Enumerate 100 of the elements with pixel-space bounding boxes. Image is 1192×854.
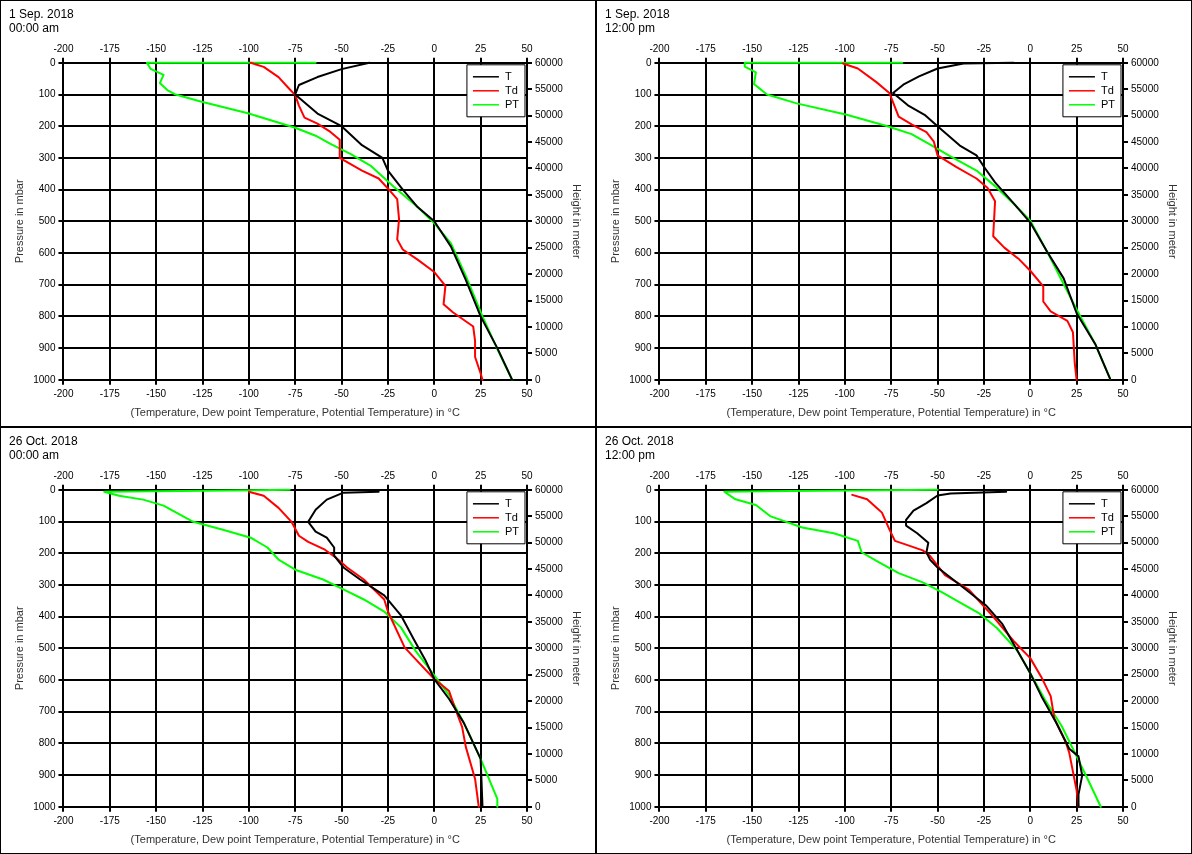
y2-tick-label: 45000: [534, 135, 564, 147]
x-tick-label: 0: [1027, 387, 1034, 399]
y-tick-label: 500: [38, 215, 56, 227]
x2-tick-label: 0: [1027, 469, 1034, 481]
y2-tick-label: 40000: [1130, 162, 1160, 174]
y2-tick-label: 5000: [534, 347, 558, 359]
x-tick-label: -75: [287, 814, 303, 826]
y2-tick-label: 25000: [1130, 668, 1160, 680]
chart-title: 26 Oct. 2018: [9, 433, 79, 448]
y2-tick-label: 20000: [534, 267, 564, 279]
y-tick-label: 300: [634, 578, 652, 590]
y2-tick-label: 50000: [534, 536, 564, 548]
x2-tick-label: -125: [788, 42, 809, 54]
x-tick-label: -50: [334, 387, 350, 399]
x2-tick-label: 50: [1117, 469, 1129, 481]
y2-tick-label: 55000: [1130, 509, 1160, 521]
y-tick-label: 900: [38, 768, 56, 780]
y-tick-label: 0: [49, 483, 56, 495]
y2-tick-label: 0: [534, 800, 541, 812]
y-tick-label: 100: [634, 515, 652, 527]
y-tick-label: 500: [634, 215, 652, 227]
y2-tick-label: 30000: [534, 215, 564, 227]
y-tick-label: 900: [634, 341, 652, 353]
y2-tick-label: 30000: [534, 642, 564, 654]
y2-tick-label: 55000: [1130, 82, 1160, 94]
legend-label: Td: [1100, 83, 1114, 96]
y2-tick-label: 40000: [534, 589, 564, 601]
y-tick-label: 100: [38, 515, 56, 527]
x-tick-label: 25: [475, 814, 487, 826]
legend-label: T: [504, 69, 512, 82]
x2-tick-label: -100: [238, 42, 260, 54]
y2-tick-label: 10000: [1130, 320, 1160, 332]
y-tick-label: 1000: [33, 800, 56, 812]
x-tick-label: -75: [287, 387, 303, 399]
x2-tick-label: -75: [883, 42, 899, 54]
y-tick-label: 0: [645, 483, 652, 495]
y2-tick-label: 60000: [534, 483, 564, 495]
x-axis-title: (Temperature, Dew point Temperature, Potential Temperature) in °C: [726, 833, 1056, 846]
y2-tick-label: 55000: [534, 509, 564, 521]
x2-tick-label: -125: [192, 469, 213, 481]
y2-tick-label: 10000: [1130, 747, 1160, 759]
x-tick-label: -175: [695, 814, 717, 826]
x2-tick-label: -175: [99, 42, 121, 54]
x2-tick-label: -100: [834, 42, 856, 54]
x2-tick-label: -25: [380, 469, 396, 481]
x2-tick-label: 0: [431, 42, 438, 54]
x2-tick-label: -150: [146, 469, 167, 481]
x-tick-label: 0: [431, 814, 438, 826]
x2-tick-label: -175: [695, 469, 717, 481]
y-tick-label: 300: [38, 151, 56, 163]
y-tick-label: 900: [38, 341, 56, 353]
y-axis-title: Pressure in mbar: [608, 606, 621, 691]
y-tick-label: 200: [634, 546, 652, 558]
y2-tick-label: 0: [534, 373, 541, 385]
x2-tick-label: 25: [1071, 42, 1083, 54]
x2-tick-label: -100: [238, 469, 260, 481]
y-tick-label: 700: [634, 705, 652, 717]
x2-tick-label: 50: [521, 469, 533, 481]
y-tick-label: 600: [38, 246, 56, 258]
x2-tick-label: -75: [287, 42, 303, 54]
y2-tick-label: 45000: [534, 562, 564, 574]
y-tick-label: 200: [38, 119, 56, 131]
x2-tick-label: -150: [146, 42, 167, 54]
y2-tick-label: 45000: [1130, 135, 1160, 147]
y2-tick-label: 35000: [1130, 615, 1160, 627]
y-tick-label: 200: [634, 119, 652, 131]
y2-tick-label: 25000: [534, 668, 564, 680]
x2-tick-label: -50: [930, 469, 946, 481]
x2-tick-label: -200: [649, 42, 670, 54]
y-tick-label: 400: [634, 610, 652, 622]
y-axis-title: Pressure in mbar: [12, 606, 25, 691]
x2-tick-label: -25: [380, 42, 396, 54]
x2-tick-label: -125: [788, 469, 809, 481]
y-tick-label: 400: [38, 610, 56, 622]
y-tick-label: 600: [38, 673, 56, 685]
legend-label: Td: [504, 83, 518, 96]
y-tick-label: 400: [634, 183, 652, 195]
x-tick-label: -100: [834, 814, 856, 826]
y2-tick-label: 35000: [1130, 188, 1160, 200]
x2-tick-label: -50: [334, 469, 350, 481]
x2-tick-label: -75: [287, 469, 303, 481]
legend-label: PT: [1100, 524, 1116, 537]
x-tick-label: -150: [146, 814, 167, 826]
x-tick-label: 25: [1071, 387, 1083, 399]
x2-tick-label: 25: [1071, 469, 1083, 481]
y-tick-label: 500: [38, 642, 56, 654]
y-tick-label: 800: [38, 737, 56, 749]
y-tick-label: 1000: [33, 373, 56, 385]
y-tick-label: 700: [634, 278, 652, 290]
y2-tick-label: 50000: [534, 109, 564, 121]
y2-tick-label: 5000: [1130, 774, 1154, 786]
y2-tick-label: 10000: [534, 320, 564, 332]
x-tick-label: -125: [788, 387, 809, 399]
y2-tick-label: 5000: [1130, 347, 1154, 359]
x-tick-label: 50: [521, 814, 533, 826]
x-axis-title: (Temperature, Dew point Temperature, Potential Temperature) in °C: [726, 406, 1056, 419]
x-tick-label: -125: [192, 387, 213, 399]
x-tick-label: 0: [1027, 814, 1034, 826]
x-tick-label: -175: [695, 387, 717, 399]
y-tick-label: 100: [634, 88, 652, 100]
